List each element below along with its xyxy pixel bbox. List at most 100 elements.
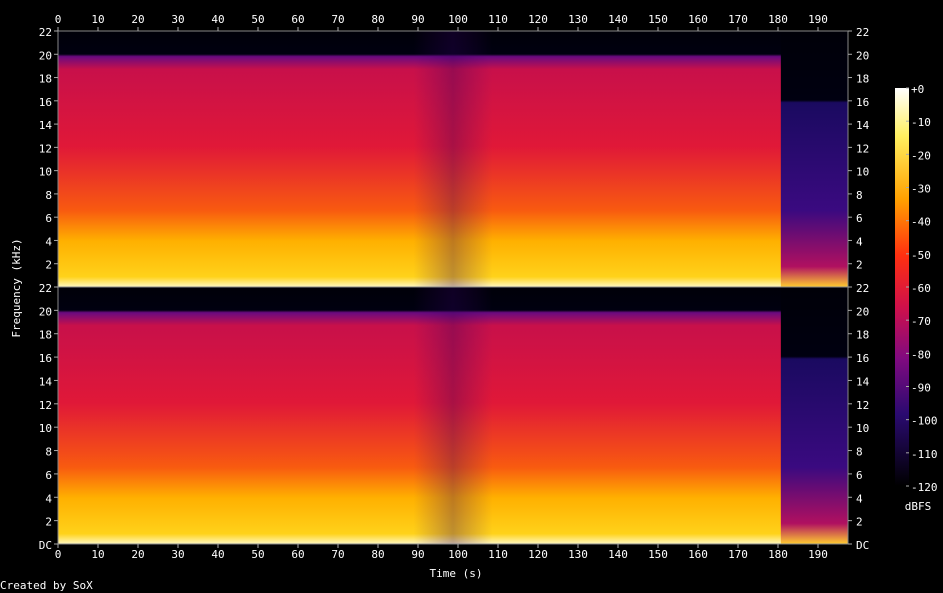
- colorbar-tick-label: -20: [911, 149, 931, 162]
- y-tick-label: 10: [39, 166, 52, 179]
- y-tick-label: 4: [45, 235, 52, 248]
- y-tick-label: DC: [39, 539, 52, 552]
- x-axis-label: Time (s): [430, 567, 483, 580]
- x-tick-label: 40: [211, 548, 224, 561]
- x-tick-label: 20: [131, 548, 144, 561]
- y-tick-label: 22: [39, 282, 52, 295]
- colorbar-tick-label: -120: [911, 481, 938, 494]
- x-tick-label: 170: [728, 13, 748, 26]
- y-axis-label: Frequency (kHz): [10, 238, 23, 337]
- x-tick-label: 0: [55, 548, 62, 561]
- colorbar-tick-label: -40: [911, 216, 931, 229]
- y-tick-label: 10: [856, 422, 869, 435]
- y-tick-label: 6: [856, 469, 863, 482]
- colorbar-tick-label: -50: [911, 249, 931, 262]
- x-tick-label: 0: [55, 13, 62, 26]
- x-tick-label: 140: [608, 548, 628, 561]
- x-tick-label: 70: [331, 548, 344, 561]
- y-tick-label: 8: [45, 189, 52, 202]
- y-tick-label: 18: [39, 73, 52, 86]
- x-tick-label: 120: [528, 548, 548, 561]
- y-tick-label: 20: [39, 305, 52, 318]
- x-tick-label: 120: [528, 13, 548, 26]
- y-tick-label: 14: [856, 375, 870, 388]
- x-tick-label: 20: [131, 13, 144, 26]
- spectrogram-frame: [57, 286, 849, 545]
- spectrogram-texture: [58, 287, 848, 544]
- y-tick-label: 10: [856, 166, 869, 179]
- colorbar-tick-label: -80: [911, 348, 931, 361]
- x-tick-label: 110: [488, 13, 508, 26]
- y-tick-label: 16: [856, 96, 869, 109]
- y-tick-label: 16: [39, 96, 52, 109]
- y-tick-label: 4: [856, 235, 863, 248]
- colorbar-tick-label: -70: [911, 315, 931, 328]
- x-tick-label: 30: [171, 548, 184, 561]
- y-tick-label: 8: [856, 189, 863, 202]
- y-tick-label: 6: [45, 469, 52, 482]
- y-tick-label: 2: [856, 259, 863, 272]
- x-tick-label: 90: [411, 13, 424, 26]
- x-tick-label: 100: [448, 13, 468, 26]
- colorbar-tick-label: -110: [911, 448, 938, 461]
- y-tick-label: 22: [39, 26, 52, 39]
- x-tick-label: 40: [211, 13, 224, 26]
- y-tick-label: 8: [45, 446, 52, 459]
- x-tick-label: 60: [291, 548, 304, 561]
- x-tick-label: 50: [251, 548, 264, 561]
- x-tick-label: 150: [648, 13, 668, 26]
- y-tick-label: 4: [45, 492, 52, 505]
- y-tick-label: 14: [39, 375, 53, 388]
- x-tick-label: 140: [608, 13, 628, 26]
- y-tick-label: 6: [45, 212, 52, 225]
- x-tick-label: 150: [648, 548, 668, 561]
- x-tick-label: 30: [171, 13, 184, 26]
- y-tick-label: 4: [856, 492, 863, 505]
- x-tick-label: 60: [291, 13, 304, 26]
- x-tick-label: 130: [568, 548, 588, 561]
- x-tick-label: 50: [251, 13, 264, 26]
- x-tick-label: 160: [688, 548, 708, 561]
- y-tick-label: 18: [856, 73, 869, 86]
- x-tick-label: 100: [448, 548, 468, 561]
- x-tick-label: 130: [568, 13, 588, 26]
- x-tick-label: 10: [91, 13, 104, 26]
- y-tick-label: 2: [856, 516, 863, 529]
- x-tick-label: 190: [808, 548, 828, 561]
- y-tick-label: 16: [856, 352, 869, 365]
- x-tick-label: 160: [688, 13, 708, 26]
- colorbar-tick-label: -60: [911, 282, 931, 295]
- y-tick-label: 20: [856, 305, 869, 318]
- x-tick-label: 180: [768, 13, 788, 26]
- y-tick-label: 6: [856, 212, 863, 225]
- x-tick-label: 80: [371, 13, 384, 26]
- y-tick-label: 2: [45, 516, 52, 529]
- colorbar-tick-label: -90: [911, 382, 931, 395]
- y-tick-label: 20: [39, 49, 52, 62]
- y-tick-label: DC: [856, 539, 869, 552]
- colorbar: [895, 88, 909, 486]
- x-tick-label: 70: [331, 13, 344, 26]
- y-tick-label: 12: [856, 399, 869, 412]
- x-tick-label: 170: [728, 548, 748, 561]
- colorbar-label: dBFS: [905, 500, 932, 513]
- spectrogram-texture: [58, 31, 848, 287]
- y-tick-label: 22: [856, 26, 869, 39]
- y-tick-label: 22: [856, 282, 869, 295]
- x-tick-label: 80: [371, 548, 384, 561]
- colorbar-tick-label: -10: [911, 116, 931, 129]
- y-tick-label: 16: [39, 352, 52, 365]
- x-tick-label: 190: [808, 13, 828, 26]
- y-tick-label: 14: [39, 119, 53, 132]
- y-tick-label: 20: [856, 49, 869, 62]
- y-tick-label: 8: [856, 446, 863, 459]
- x-tick-label: 110: [488, 548, 508, 561]
- y-tick-label: 12: [39, 399, 52, 412]
- y-tick-label: 2: [45, 259, 52, 272]
- spectrogram-tail: [780, 287, 848, 544]
- y-tick-label: 18: [856, 329, 869, 342]
- colorbar-tick-label: -100: [911, 415, 938, 428]
- y-tick-label: 18: [39, 329, 52, 342]
